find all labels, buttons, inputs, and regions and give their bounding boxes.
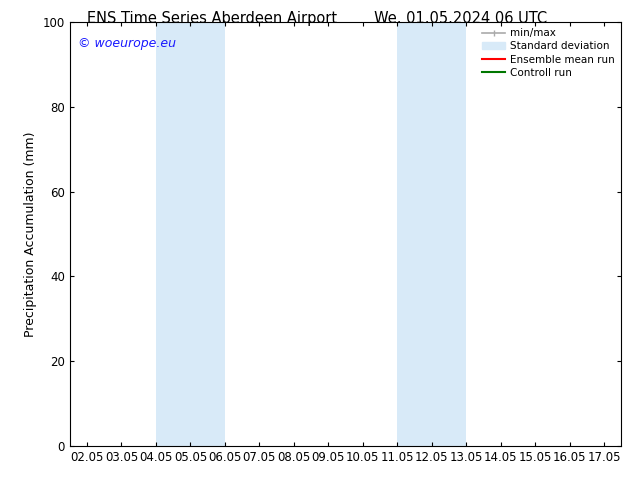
Bar [398, 22, 466, 446]
Legend: min/max, Standard deviation, Ensemble mean run, Controll run: min/max, Standard deviation, Ensemble me… [478, 24, 619, 82]
Text: © woeurope.eu: © woeurope.eu [78, 37, 176, 50]
Bar [156, 22, 225, 446]
Y-axis label: Precipitation Accumulation (mm): Precipitation Accumulation (mm) [24, 131, 37, 337]
Text: ENS Time Series Aberdeen Airport        We. 01.05.2024 06 UTC: ENS Time Series Aberdeen Airport We. 01.… [87, 11, 547, 26]
